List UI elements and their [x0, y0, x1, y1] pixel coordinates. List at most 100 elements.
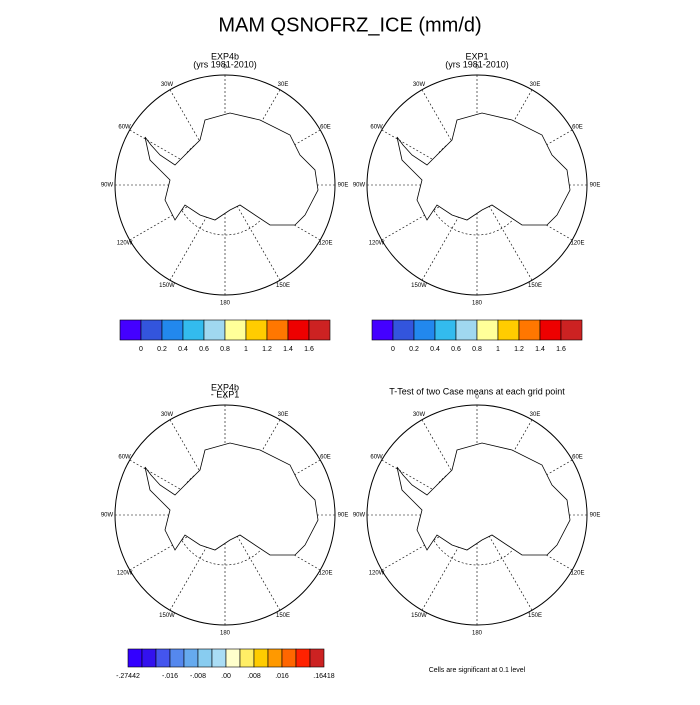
- longitude-label: 60E: [572, 455, 583, 461]
- panel-title: - EXP1: [211, 389, 240, 399]
- longitude-label: 150E: [276, 283, 290, 289]
- longitude-label: 120W: [369, 571, 385, 577]
- longitude-label: 30W: [161, 412, 174, 418]
- colorbar-label: 1.6: [556, 346, 566, 353]
- longitude-label: 120E: [318, 571, 332, 577]
- longitude-label: 150W: [159, 613, 175, 619]
- longitude-label: 60E: [572, 125, 583, 131]
- panel-title: T-Test of two Case means at each grid po…: [389, 386, 565, 396]
- longitude-label: 120W: [117, 571, 133, 577]
- longitude-label: 150W: [411, 613, 427, 619]
- panel-title: EXP4b: [211, 51, 239, 61]
- colorbar-box: [476, 319, 499, 341]
- longitude-label: 120E: [570, 241, 584, 247]
- colorbar-box: [161, 319, 184, 341]
- longitude-label: 30E: [278, 82, 289, 88]
- colorbar-box: [225, 648, 241, 668]
- colorbar-label: .00: [221, 673, 231, 680]
- colorbar-label: 0.8: [220, 346, 230, 353]
- longitude-label: 180: [220, 301, 231, 307]
- colorbar-box: [560, 319, 583, 341]
- colorbar-box: [281, 648, 297, 668]
- longitude-label: 120W: [369, 241, 385, 247]
- longitude-label: 30W: [413, 82, 426, 88]
- colorbar-box: [434, 319, 457, 341]
- longitude-label: 30W: [413, 412, 426, 418]
- panel-title: EXP1: [465, 51, 488, 61]
- colorbar-box: [211, 648, 227, 668]
- longitude-label: 60E: [320, 455, 331, 461]
- longitude-label: 30E: [530, 82, 541, 88]
- colorbar-box: [267, 648, 283, 668]
- colorbar-box: [155, 648, 171, 668]
- longitude-label: 90E: [338, 513, 349, 519]
- longitude-label: 0: [223, 65, 227, 71]
- map-boundary: [366, 404, 588, 626]
- longitude-label: 150E: [528, 613, 542, 619]
- colorbar-box: [253, 648, 269, 668]
- map-panel: 0 30E 60E 90E 120E 150E 180 150W 120W 90W 60W 30W EX…: [353, 51, 601, 306]
- colorbar-box: [182, 319, 205, 341]
- colorbar-label: .008: [247, 673, 261, 680]
- longitude-label: 90W: [353, 183, 366, 189]
- colorbar-label: 0.6: [451, 346, 461, 353]
- colorbar-box: [295, 648, 311, 668]
- longitude-label: 0: [475, 65, 479, 71]
- colorbar-box: [455, 319, 478, 341]
- longitude-label: 180: [472, 301, 483, 307]
- longitude-label: 180: [220, 631, 231, 637]
- longitude-label: 180: [472, 631, 483, 637]
- colorbar-box: [245, 319, 268, 341]
- colorbar-box: [287, 319, 310, 341]
- colorbar-box: [497, 319, 520, 341]
- map-boundary: [366, 74, 588, 296]
- colorbar-box: [266, 319, 289, 341]
- longitude-label: 90E: [590, 513, 601, 519]
- colorbar-label: 1: [244, 346, 248, 353]
- colorbar-box: [169, 648, 185, 668]
- longitude-label: 120E: [318, 241, 332, 247]
- colorbar-label: 0.2: [409, 346, 419, 353]
- colorbar-box: [308, 319, 331, 341]
- coastline: [396, 442, 571, 556]
- colorbar-label: -.016: [162, 673, 178, 680]
- colorbar-box: [392, 319, 415, 341]
- colorbar-box: [203, 319, 226, 341]
- longitude-label: 150E: [528, 283, 542, 289]
- colorbar-label: 1: [496, 346, 500, 353]
- colorbar-box: [239, 648, 255, 668]
- longitude-label: 60W: [118, 455, 131, 461]
- longitude-label: 60W: [370, 455, 383, 461]
- longitude-label: 30W: [161, 82, 174, 88]
- colorbar-label: 0.4: [178, 346, 188, 353]
- longitude-label: 150W: [411, 283, 427, 289]
- longitude-label: 150E: [276, 613, 290, 619]
- map-panel: 0 30E 60E 90E 120E 150E 180 150W 120W 90W 60W 30W T-…: [353, 386, 601, 636]
- longitude-label: 90E: [338, 183, 349, 189]
- colorbar-label: 0.6: [199, 346, 209, 353]
- colorbar-label: 1.4: [535, 346, 545, 353]
- colorbar-label: -.008: [190, 673, 206, 680]
- colorbar-label: 1.2: [514, 346, 524, 353]
- colorbar-label: .16418: [313, 673, 335, 680]
- figure-title: MAM QSNOFRZ_ICE (mm/d): [218, 14, 481, 36]
- map-boundary: [114, 404, 336, 626]
- colorbar-box: [197, 648, 213, 668]
- colorbar-label: .016: [275, 673, 289, 680]
- colorbar-box: [183, 648, 199, 668]
- longitude-label: 90W: [101, 183, 114, 189]
- coastline: [396, 112, 571, 226]
- colorbar-label: 1.4: [283, 346, 293, 353]
- panel-title: (yrs 1981-2010): [445, 59, 509, 69]
- map-panel: 0 30E 60E 90E 120E 150E 180 150W 120W 90W 60W 30W EX…: [101, 382, 349, 636]
- longitude-label: 60E: [320, 125, 331, 131]
- longitude-label: 90W: [353, 513, 366, 519]
- coastline: [144, 112, 319, 226]
- longitude-label: 60W: [370, 125, 383, 131]
- colorbar-label: -.27442: [116, 673, 140, 680]
- colorbar-label: 1.6: [304, 346, 314, 353]
- colorbar-box: [539, 319, 562, 341]
- colorbar-box: [224, 319, 247, 341]
- longitude-label: 60W: [118, 125, 131, 131]
